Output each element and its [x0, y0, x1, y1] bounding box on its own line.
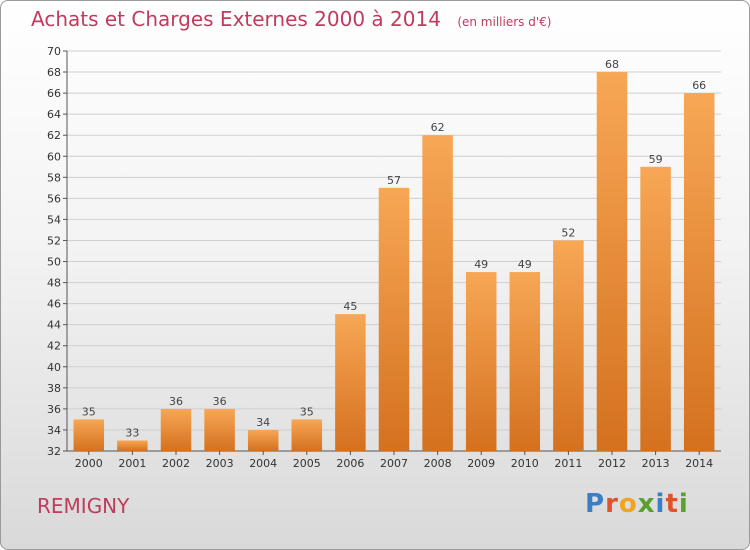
x-tick-label: 2008 [424, 457, 452, 470]
bar [335, 314, 366, 451]
y-tick-label: 64 [47, 108, 61, 121]
data-label: 34 [256, 416, 270, 429]
bar [160, 408, 192, 451]
bar [378, 187, 410, 451]
y-tick-label: 48 [47, 277, 61, 290]
bar [509, 272, 541, 451]
bar [640, 166, 671, 451]
bar [596, 72, 628, 451]
data-label: 35 [300, 405, 314, 418]
y-tick-label: 52 [47, 234, 61, 247]
x-tick-label: 2014 [685, 457, 713, 470]
data-label: 49 [518, 258, 532, 271]
y-tick-label: 54 [47, 213, 61, 226]
y-tick-label: 36 [47, 403, 61, 416]
y-tick-label: 38 [47, 382, 61, 395]
bar [73, 419, 105, 451]
bars [73, 72, 715, 452]
chart-title-text: Achats et Charges Externes 2000 à 2014 [31, 7, 441, 31]
data-label: 59 [649, 153, 663, 166]
bar [117, 440, 148, 451]
x-tick-label: 2006 [336, 457, 364, 470]
y-tick-label: 58 [47, 171, 61, 184]
x-tick-label: 2010 [511, 457, 539, 470]
data-label: 36 [213, 395, 227, 408]
y-tick-label: 34 [47, 424, 61, 437]
x-tick-label: 2003 [206, 457, 234, 470]
x-tick-label: 2004 [249, 457, 277, 470]
x-tick-label: 2007 [380, 457, 408, 470]
y-tick-label: 66 [47, 87, 61, 100]
y-tick-label: 40 [47, 361, 61, 374]
chart-title: Achats et Charges Externes 2000 à 2014 (… [31, 7, 551, 31]
bar [553, 240, 584, 451]
x-tick-label: 2002 [162, 457, 190, 470]
x-tick-label: 2001 [118, 457, 146, 470]
bar [422, 135, 453, 452]
x-tick-label: 2000 [75, 457, 103, 470]
bar [465, 272, 497, 451]
bar [247, 429, 279, 451]
y-tick-label: 70 [47, 45, 61, 58]
y-tick-label: 50 [47, 256, 61, 269]
commune-name: REMIGNY [37, 494, 130, 518]
x-tick-label: 2012 [598, 457, 626, 470]
y-tick-label: 44 [47, 319, 61, 332]
data-labels: 35 33 36 36 34 35 45 57 62 49 49 52 68 59 66 [82, 58, 706, 439]
x-tick-label: 2009 [467, 457, 495, 470]
y-tick-label: 42 [47, 340, 61, 353]
chart-subtitle: (en milliers d'€) [457, 15, 552, 29]
bar [204, 408, 235, 451]
y-tick-label: 32 [47, 445, 61, 458]
data-label: 35 [82, 405, 96, 418]
x-tick-label: 2011 [554, 457, 582, 470]
data-label: 33 [125, 426, 139, 439]
bar [683, 93, 715, 452]
data-label: 66 [692, 79, 706, 92]
proxiti-logo: Proxiti [585, 489, 689, 519]
y-tick-label: 68 [47, 66, 61, 79]
y-tick-label: 46 [47, 298, 61, 311]
data-label: 45 [343, 300, 357, 313]
x-tick-label: 2005 [293, 457, 321, 470]
y-tick-label: 62 [47, 129, 61, 142]
data-label: 68 [605, 58, 619, 71]
y-tick-label: 56 [47, 192, 61, 205]
data-label: 36 [169, 395, 183, 408]
data-label: 62 [431, 121, 445, 134]
x-tick-label: 2013 [642, 457, 670, 470]
data-label: 49 [474, 258, 488, 271]
y-tick-label: 60 [47, 150, 61, 163]
data-label: 52 [561, 226, 575, 239]
bar [291, 419, 323, 451]
data-label: 57 [387, 174, 401, 187]
